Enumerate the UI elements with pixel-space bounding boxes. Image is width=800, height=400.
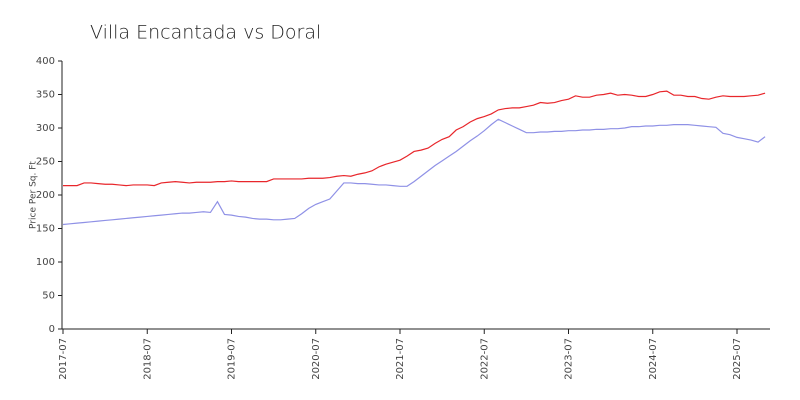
y-tick-label: 0 — [49, 324, 55, 335]
x-tick-label: 2017-07 — [58, 338, 69, 380]
x-tick-label: 2019-07 — [227, 338, 238, 380]
series-line — [62, 118, 766, 226]
x-tick-label: 2025-07 — [732, 338, 743, 380]
y-tick-label: 150 — [36, 224, 55, 235]
x-tick-label: 2023-07 — [564, 338, 575, 380]
y-tick-label: 50 — [42, 291, 55, 302]
y-tick-label: 350 — [36, 90, 55, 101]
x-tick-label: 2021-07 — [395, 338, 406, 380]
y-axis-label: Price Per Sq. Ft — [29, 161, 39, 229]
y-tick-label: 250 — [36, 157, 55, 168]
y-tick-label: 400 — [36, 56, 55, 67]
x-tick-label: 2024-07 — [648, 338, 659, 380]
y-tick-label: 100 — [36, 257, 55, 268]
x-tick-label: 2020-07 — [311, 338, 322, 380]
chart-title: Villa Encantada vs Doral — [90, 22, 321, 44]
y-tick-label: 200 — [36, 190, 55, 201]
x-tick-label: 2022-07 — [479, 338, 490, 380]
y-tick-label: 300 — [36, 123, 55, 134]
x-tick-label: 2018-07 — [142, 338, 153, 380]
series-line — [63, 90, 766, 187]
